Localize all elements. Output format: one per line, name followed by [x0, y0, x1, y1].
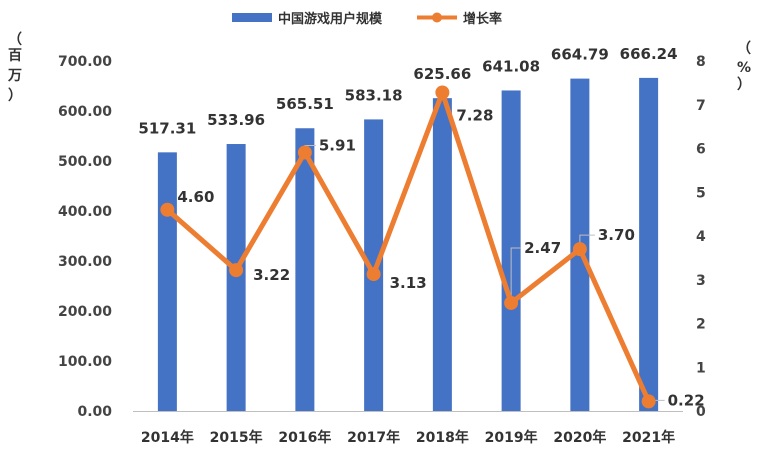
x-category-label: 2019年 — [485, 429, 538, 446]
legend-label-bar-series: 中国游戏用户规模 — [278, 11, 383, 27]
line-data-label: 3.70 — [598, 226, 635, 244]
right-tick-label: 1 — [696, 360, 706, 376]
bar — [364, 119, 384, 411]
right-tick-label: 4 — [696, 229, 706, 245]
right-axis-ticks: 0 1 2 3 4 5 6 7 8 — [696, 54, 706, 420]
line-point — [504, 295, 519, 310]
right-unit-char: （ — [737, 41, 751, 57]
left-tick-label: 400.00 — [58, 204, 112, 220]
line-point — [366, 267, 381, 282]
line-point — [641, 394, 656, 409]
right-tick-label: 0 — [696, 404, 706, 420]
bar-data-label: 666.24 — [620, 45, 678, 63]
left-unit-char: ） — [8, 88, 22, 104]
growth-rate-line — [164, 90, 652, 404]
line-series — [160, 85, 656, 409]
left-axis-ticks: 0.00 100.00 200.00 300.00 400.00 500.00 600.00… — [58, 54, 112, 420]
leader-line — [510, 247, 522, 303]
line-data-label: 5.91 — [319, 136, 356, 154]
line-data-label: 4.60 — [177, 188, 214, 206]
legend: 中国游戏用户规模 增长率 — [232, 11, 502, 27]
line-point — [160, 202, 175, 217]
right-unit-char: % — [737, 60, 751, 76]
right-tick-label: 3 — [696, 273, 706, 289]
line-data-label: 3.22 — [253, 266, 290, 284]
line-data-labels: 4.60 3.22 5.91 3.13 7.28 2.47 3.70 0.22 — [177, 107, 704, 410]
x-category-label: 2020年 — [553, 429, 606, 446]
left-tick-label: 300.00 — [58, 254, 112, 270]
left-tick-label: 100.00 — [58, 354, 112, 370]
bar-data-label: 641.08 — [482, 57, 540, 75]
right-tick-label: 6 — [696, 142, 706, 158]
left-tick-label: 0.00 — [77, 404, 112, 420]
bar-data-label: 664.79 — [551, 46, 609, 64]
bar — [226, 144, 246, 411]
bar-data-labels: 517.31 533.96 565.51 583.18 625.66 641.08 664.… — [138, 45, 677, 137]
line-data-label: 7.28 — [456, 107, 493, 125]
left-unit-char: 百 — [8, 48, 22, 64]
line-data-label: 3.13 — [390, 274, 427, 292]
right-tick-label: 5 — [696, 185, 706, 201]
left-tick-label: 200.00 — [58, 304, 112, 320]
right-unit-char: ） — [737, 77, 751, 93]
line-data-label: 0.22 — [668, 391, 705, 409]
left-tick-label: 600.00 — [58, 104, 112, 120]
left-axis-unit-label: （百万 ） — [7, 32, 22, 104]
line-point — [229, 263, 244, 278]
x-category-label: 2016年 — [278, 429, 331, 446]
line-point — [572, 242, 587, 257]
x-category-label: 2017年 — [347, 429, 400, 446]
bar-data-label: 625.66 — [413, 65, 471, 83]
line-point — [435, 85, 450, 100]
bar-data-label: 533.96 — [207, 111, 265, 129]
line-point — [297, 145, 312, 160]
bar — [157, 152, 177, 411]
line-data-label: 2.47 — [524, 239, 561, 257]
bar-data-label: 565.51 — [276, 95, 334, 113]
bar — [432, 98, 452, 412]
bar — [639, 77, 659, 411]
bar-data-label: 583.18 — [345, 86, 403, 104]
left-tick-label: 500.00 — [58, 154, 112, 170]
legend-swatch-bar — [232, 13, 272, 22]
label-leader-lines — [304, 144, 665, 402]
legend-label-line-series: 增长率 — [463, 11, 502, 27]
right-tick-label: 8 — [696, 54, 706, 70]
x-category-label: 2015年 — [210, 429, 263, 446]
x-axis-category-labels: 2014年 2015年 2016年 2017年 2018年 2019年 2020年 2021年 — [141, 429, 675, 446]
x-category-label: 2021年 — [622, 429, 675, 446]
bar-data-label: 517.31 — [138, 119, 196, 137]
left-unit-char: （ — [8, 32, 22, 48]
bar — [295, 128, 315, 411]
legend-swatch-line-marker — [432, 12, 442, 23]
right-tick-label: 2 — [696, 317, 706, 333]
right-axis-unit-label: （%） — [737, 41, 751, 93]
right-tick-label: 7 — [696, 98, 706, 114]
left-unit-char: 万 — [7, 68, 22, 84]
x-category-label: 2014年 — [141, 429, 194, 446]
left-tick-label: 700.00 — [58, 54, 112, 70]
x-category-label: 2018年 — [416, 429, 469, 446]
